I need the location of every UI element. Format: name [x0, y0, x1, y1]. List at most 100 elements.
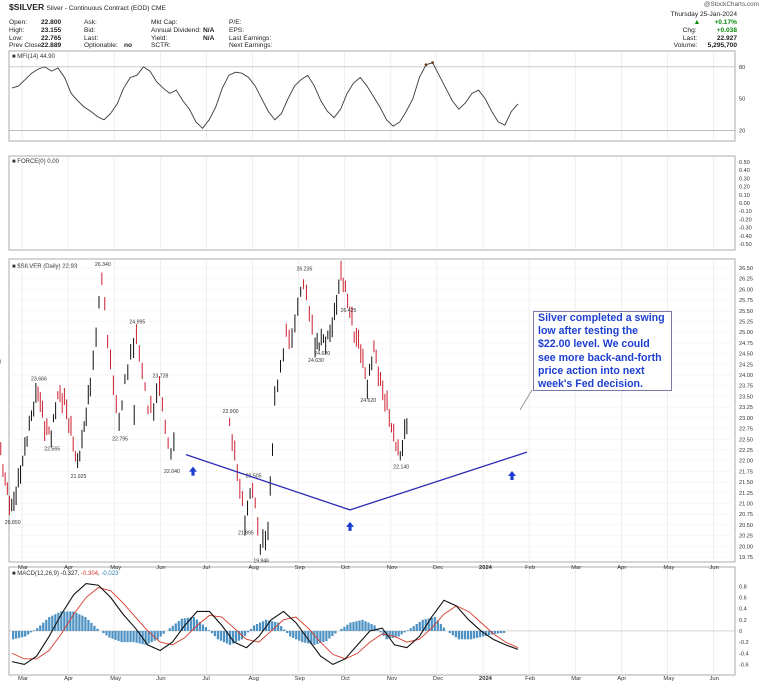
panel-frame-mfi [8, 50, 736, 142]
macd-histogram-bar [126, 630, 129, 643]
mfi-tick-label: 80 [739, 65, 745, 71]
macd-histogram-bar [418, 621, 421, 631]
up-arrow-marker [346, 521, 354, 531]
price-tick-label: 23.25 [739, 405, 753, 411]
price-annotation: 24.620 [360, 398, 376, 404]
macd-histogram-bar [153, 630, 156, 641]
macd-histogram-bar [277, 622, 280, 631]
price-tick-label: 22.50 [739, 437, 753, 443]
macd-histogram-bar [322, 630, 325, 642]
quote-label: Annual Dividend: [151, 26, 201, 34]
force-tick-label: 0.00 [739, 201, 750, 207]
x-tick-label: 2024 [479, 565, 493, 571]
macd-histogram-bar [373, 625, 376, 631]
price-annotation: 20.505 [246, 473, 262, 479]
price-tick-label: 26.25 [739, 277, 753, 283]
quote-row: Bid: [84, 27, 132, 35]
macd-histogram-bar [147, 630, 150, 644]
macd-histogram-bar [93, 625, 96, 631]
quote-label: Open: [9, 19, 27, 26]
macd-histogram-bar [487, 630, 491, 636]
macd-histogram-bar [355, 621, 358, 631]
macd-histogram-bar [304, 630, 307, 643]
macd-histogram-bar [66, 611, 69, 631]
quote-mid3: P/E: EPS: Last Earnings: Next Earnings: [229, 19, 272, 50]
x-tick-label: Feb [525, 676, 535, 681]
price-annotation: 23.666 [31, 376, 47, 382]
quote-value: N/A [203, 34, 215, 42]
macd-histogram-bar [397, 630, 400, 637]
quote-left: Open: 22.800 High: 23.155 Low: 22.765 Prev Clo… [9, 19, 61, 50]
macd-histogram-bar [159, 630, 162, 637]
quote-row: Last: [84, 35, 132, 43]
macd-histogram-bar [457, 630, 461, 640]
price-tick-label: 24.00 [739, 373, 753, 379]
x-tick-label: Apr [64, 676, 73, 681]
price-annotation: 26.425 [341, 308, 357, 314]
x-tick-label: May [663, 565, 674, 571]
x-tick-label: May [110, 676, 121, 681]
macd-histogram-bar [249, 628, 253, 631]
price-tick-label: 21.50 [739, 480, 753, 486]
macd-histogram-bar [340, 628, 343, 631]
macd-histogram-bar [289, 630, 292, 637]
watermark: @StockCharts.com [703, 1, 759, 8]
x-tick-label: Aug [249, 565, 259, 571]
quote-value: 23.155 [41, 26, 62, 34]
x-tick-label: Feb [525, 565, 535, 571]
macd-histogram-bar [228, 630, 232, 645]
x-tick-label: Apr [64, 565, 73, 571]
price-annotation: 22.140 [393, 465, 409, 471]
price-annotation: 24.060 [0, 359, 1, 365]
macd-histogram-bar [316, 630, 319, 644]
mfi-extreme-mark [431, 61, 434, 65]
up-arrow-marker [508, 470, 516, 480]
x-tick-label: Mar [571, 565, 581, 571]
macd-histogram-bar [439, 624, 442, 631]
x-tick-label: Nov [387, 565, 397, 571]
macd-histogram-bar [334, 630, 337, 634]
quote-label: High: [9, 26, 25, 34]
x-tick-label: Sep [295, 676, 305, 681]
quote-row: Low: 22.765 [9, 35, 61, 43]
quote-label: Chg: [682, 26, 697, 34]
x-tick-label: Jun [156, 676, 165, 681]
macd-histogram-bar [225, 630, 229, 644]
macd-histogram-bar [90, 622, 93, 631]
macd-histogram-bar [162, 630, 165, 634]
macd-histogram-bar [349, 622, 352, 631]
quote-row: Yield: N/A [151, 35, 214, 43]
quote-mid2: Mkt Cap: Annual Dividend: N/A Yield: N/A SCTR… [151, 19, 214, 50]
price-tick-label: 20.75 [739, 512, 753, 518]
quote-date: Thursday 25-Jan-2024 [670, 11, 737, 18]
price-tick-label: 26.50 [739, 266, 753, 272]
price-tick-label: 21.25 [739, 491, 753, 497]
price-tick-label: 20.50 [739, 523, 753, 529]
macd-panel-title: ■ MACD(12,26,9) -0.327, -0.304, -0.023 [12, 571, 119, 577]
quote-label: Ask: [84, 19, 97, 26]
macd-histogram-bar [448, 630, 451, 634]
macd-histogram-bar [493, 630, 497, 634]
force-tick-label: 0.40 [739, 168, 750, 174]
macd-histogram-bar [481, 630, 485, 637]
macd-histogram-bar [255, 624, 259, 631]
mfi-panel-title: ■ MFI(14) 44.90 [12, 54, 56, 60]
macd-histogram-bar [36, 628, 39, 631]
price-tick-label: 24.50 [739, 352, 753, 358]
macd-histogram-bar [301, 630, 304, 643]
macd-histogram-bar [15, 630, 18, 639]
mfi-extreme-mark [424, 63, 428, 67]
macd-histogram-bar [222, 630, 226, 643]
price-annotation: 21.925 [71, 474, 87, 480]
quote-row: ▲ +0.17% [674, 19, 738, 27]
macd-tick-label: -0.2 [739, 640, 749, 646]
macd-histogram-bar [430, 617, 433, 631]
macd-histogram-bar [54, 614, 57, 631]
macd-histogram-bar [319, 630, 322, 643]
macd-histogram-bar [367, 622, 370, 631]
macd-histogram-bar [186, 617, 189, 631]
macd-histogram-bar [484, 630, 488, 636]
macd-histogram-bar [499, 630, 503, 634]
price-tick-label: 20.00 [739, 544, 753, 550]
